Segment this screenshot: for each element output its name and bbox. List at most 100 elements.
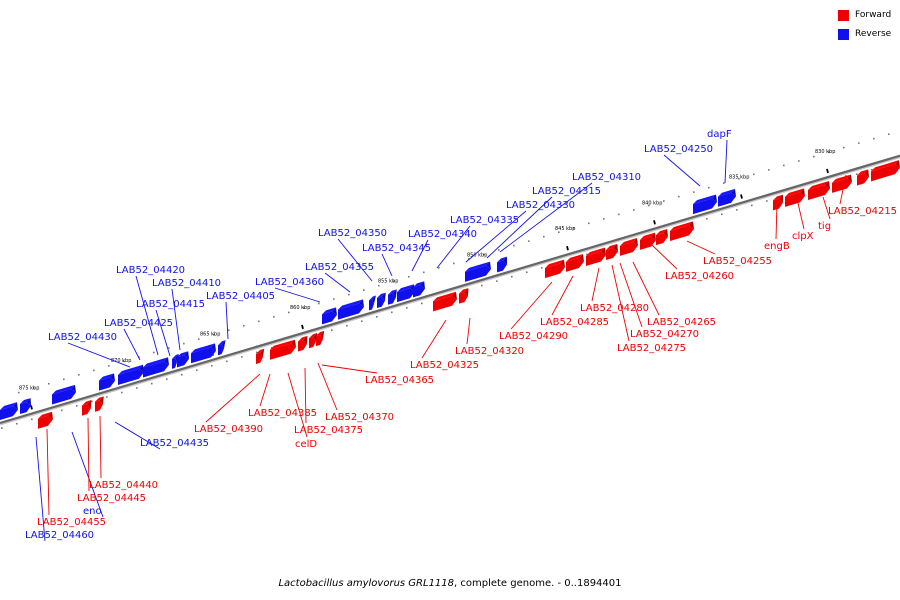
dot-upper	[573, 226, 575, 229]
dot-upper	[558, 231, 560, 234]
dot-upper	[378, 284, 380, 287]
leader-line	[411, 239, 429, 272]
legend: Forward Reverse	[838, 8, 891, 46]
arrow-top	[465, 261, 490, 272]
arrow-top	[397, 284, 414, 293]
arrow-top	[338, 299, 363, 310]
forward-gene-arrow	[459, 288, 469, 304]
arrow-face	[606, 247, 618, 261]
leader-line	[71, 431, 104, 518]
arrow-face	[270, 343, 296, 360]
leader-line	[663, 154, 701, 187]
arrow-face	[413, 285, 425, 298]
leader-line	[135, 275, 159, 356]
dot-lower	[496, 280, 498, 282]
dot-upper	[513, 244, 515, 247]
forward-gene-arrow	[808, 180, 830, 201]
dot-lower	[91, 400, 93, 403]
arrow-top	[38, 411, 52, 419]
dot-upper	[798, 160, 800, 162]
gene-label: clpX	[792, 231, 814, 242]
dot-lower	[16, 422, 18, 425]
reverse-gene-arrow	[0, 402, 18, 420]
tick-mark	[301, 324, 304, 330]
tick-label: 855 kbp	[378, 279, 398, 285]
gene-label: LAB52_04455	[37, 517, 106, 528]
arrow-face	[143, 361, 169, 378]
arrow-face	[172, 358, 177, 369]
gene-label: tig	[818, 221, 831, 232]
dot-upper	[738, 177, 740, 180]
arrow-top	[118, 364, 143, 375]
reverse-gene-arrow	[497, 256, 507, 273]
dot-lower	[31, 418, 33, 421]
dot-lower	[256, 351, 258, 354]
arrow-head-side	[712, 194, 717, 203]
reverse-swatch	[838, 28, 849, 40]
arrow-head-side	[372, 295, 376, 304]
gene-label: dapF	[707, 129, 732, 140]
gene-label: LAB52_04310	[572, 172, 641, 183]
dot-upper	[753, 173, 755, 176]
arrow-top	[620, 237, 637, 246]
arrow-top	[377, 292, 386, 299]
arrow-head-side	[359, 299, 364, 307]
dot-lower	[721, 213, 723, 216]
leader-line	[611, 264, 630, 342]
dot-upper	[108, 365, 110, 367]
leader-line	[337, 238, 373, 282]
arrow-head-side	[139, 364, 144, 373]
arrow-top	[433, 291, 456, 302]
arrow-top	[606, 243, 618, 251]
leader-line	[510, 281, 553, 330]
arrow-face	[773, 198, 783, 211]
backbone-line	[0, 154, 900, 425]
arrow-top	[808, 180, 829, 191]
arrow-face	[20, 402, 31, 415]
tick-label: 860 kbp	[290, 305, 310, 311]
forward-gene-arrow	[545, 259, 565, 279]
gene-arrows	[0, 160, 900, 429]
dot-lower	[151, 382, 153, 385]
leader-line	[274, 287, 321, 303]
dot-upper	[318, 302, 320, 305]
dot-upper	[453, 262, 455, 265]
tick-label: 845 kbp	[555, 226, 575, 232]
dot-lower	[541, 266, 543, 269]
gene-label: LAB52_04345	[362, 243, 431, 254]
arrow-top	[693, 194, 716, 205]
arrow-top	[857, 169, 869, 176]
forward-gene-arrow	[95, 396, 104, 412]
dot-upper	[288, 311, 290, 314]
arrow-top	[309, 332, 318, 339]
dot-lower	[226, 360, 228, 363]
leader-line	[466, 317, 471, 345]
arrow-face	[218, 344, 224, 356]
gene-label: LAB52_04365	[365, 375, 434, 386]
forward-gene-arrow	[316, 330, 325, 347]
arrow-top	[316, 330, 325, 337]
tick-mark	[740, 194, 743, 199]
dot-upper	[843, 146, 845, 149]
leader-line	[287, 372, 308, 438]
arrow-top	[413, 281, 425, 288]
dot-upper	[363, 289, 365, 291]
forward-gene-arrow	[640, 232, 656, 250]
arrow-face	[640, 236, 656, 250]
gene-label: LAB52_04350	[318, 228, 387, 239]
dot-upper	[258, 320, 260, 323]
arrow-head-side	[211, 343, 216, 351]
dot-upper	[303, 307, 305, 309]
forward-gene-arrow	[256, 348, 265, 364]
arrow-face	[38, 415, 53, 429]
arrow-face	[497, 260, 507, 273]
dot-upper	[828, 151, 830, 153]
arrow-top	[773, 194, 783, 201]
map-caption: Lactobacillus amylovorus GRL1118, comple…	[0, 578, 900, 589]
arrow-top	[270, 339, 295, 350]
arrow-head-side	[601, 247, 606, 256]
arrow-top	[656, 229, 668, 236]
tick-label: 870 kbp	[111, 358, 131, 364]
arrow-head-side	[260, 348, 265, 357]
gene-label: LAB52_04460	[25, 530, 94, 541]
